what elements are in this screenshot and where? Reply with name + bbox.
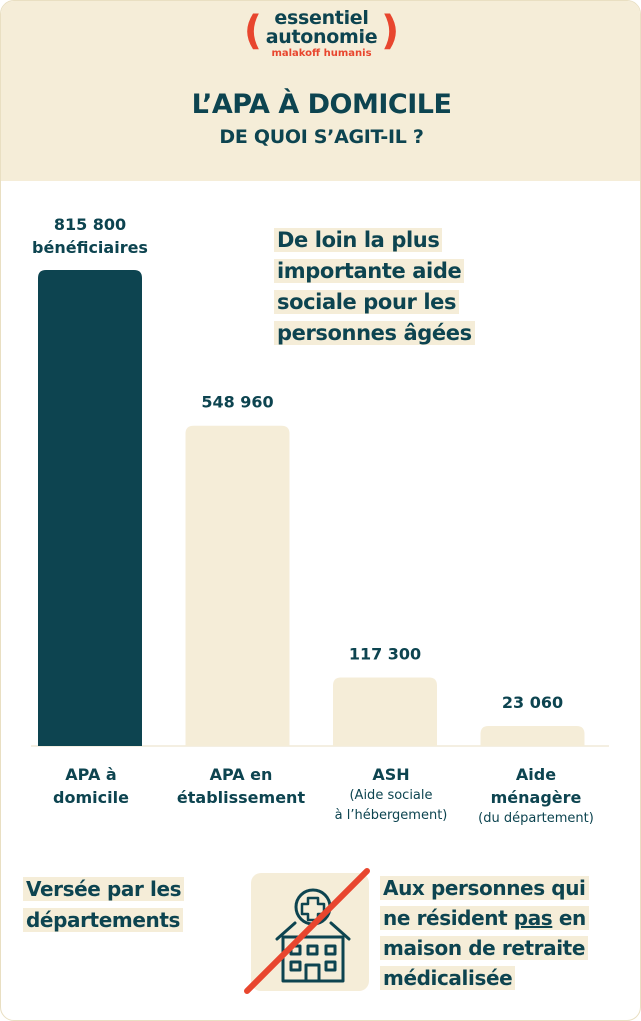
page-subtitle: DE QUOI S’AGIT-IL ? <box>219 126 424 148</box>
eligibility-note: Aux personnes qui ne résident pas en mai… <box>380 873 630 993</box>
category-label-1-line-1: APA en <box>209 765 273 784</box>
data-label-2: 117 300 <box>349 645 421 664</box>
eligibility-line-3: maison de retraite <box>380 936 589 960</box>
category-label-2-sub-2: à l’hébergement) <box>334 808 448 823</box>
callout-line-1: De loin la plus <box>274 228 443 252</box>
logo-subline: malakoff humanis <box>271 48 372 59</box>
category-label-3-sub-1: (du département) <box>478 811 594 826</box>
brand-logo: ( essentiel autonomie malakoff humanis ) <box>1 7 640 60</box>
page-title: L’APA À DOMICILE <box>191 89 452 120</box>
funding-note-line-1: Versée par les <box>23 877 185 901</box>
callout-line-4: personnes âgées <box>274 321 475 345</box>
data-label-3: 23 060 <box>502 693 563 712</box>
bar-1 <box>185 425 290 746</box>
bar-chart: 815 800 bénéficiaires 548 960 117 300 23 060 <box>31 215 609 747</box>
bar-2 <box>333 677 437 746</box>
category-label-0-line-1: APA à <box>65 765 117 784</box>
callout-line-3: sociale pour les <box>274 290 460 314</box>
logo-line-1: essentiel <box>274 7 369 29</box>
category-label-2-line-1: ASH <box>372 765 410 784</box>
logo-paren-close: ) <box>381 8 400 54</box>
header-band: ( essentiel autonomie malakoff humanis )… <box>1 1 640 181</box>
data-label-1: 548 960 <box>201 393 273 412</box>
eligibility-line-2c: en <box>552 906 586 930</box>
category-label-1-line-2: établissement <box>176 788 306 807</box>
eligibility-emphasis-pas: pas <box>513 906 553 930</box>
category-label-2-sub-1: (Aide sociale <box>349 788 433 803</box>
bar-3 <box>480 726 585 746</box>
category-label-aide-menagere: Aide ménagère (du département) <box>456 763 616 829</box>
data-label-unit: bénéficiaires <box>32 238 148 257</box>
nursing-home-crossed-icon <box>244 868 370 994</box>
eligibility-line-4: médicalisée <box>380 966 516 990</box>
strike-through-icon <box>244 868 370 994</box>
logo-line-2: autonomie <box>265 26 378 48</box>
eligibility-line-2a: ne résident <box>383 906 514 930</box>
eligibility-line-1: Aux personnes qui <box>380 876 589 900</box>
eligibility-line-2: ne résident pas en <box>380 906 589 930</box>
callout-line-2: importante aide <box>274 259 465 283</box>
data-label-0: 815 800 <box>54 215 126 234</box>
funding-note-line-2: départements <box>23 908 183 932</box>
category-label-3-line-2: ménagère <box>490 788 582 807</box>
category-label-apa-etablissement: APA en établissement <box>161 763 321 809</box>
category-label-ash: ASH (Aide sociale à l’hébergement) <box>311 763 471 826</box>
funding-note: Versée par les départements <box>23 874 233 936</box>
callout-text: De loin la plus importante aide sociale … <box>274 225 514 349</box>
category-label-apa-domicile: APA à domicile <box>21 763 161 809</box>
logo-paren-open: ( <box>243 8 262 54</box>
category-label-3-line-1: Aide <box>515 765 557 784</box>
category-label-0-line-2: domicile <box>53 788 129 807</box>
bar-0 <box>38 270 142 746</box>
